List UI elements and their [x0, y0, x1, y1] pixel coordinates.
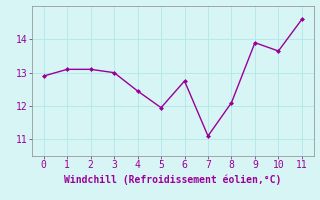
X-axis label: Windchill (Refroidissement éolien,°C): Windchill (Refroidissement éolien,°C) [64, 174, 282, 185]
